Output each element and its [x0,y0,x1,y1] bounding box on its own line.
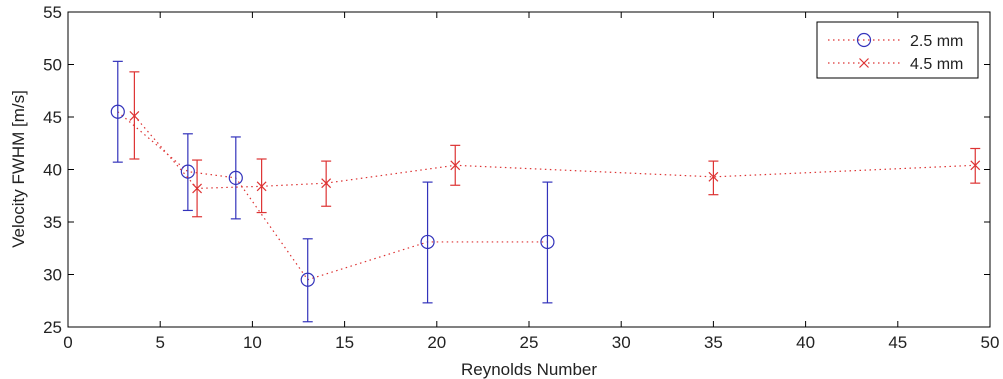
y-tick-label: 40 [43,161,62,180]
data-point-circle [420,234,435,250]
data-point-circle [228,170,243,185]
y-tick-label: 45 [43,108,62,127]
legend-marker-circle [856,32,872,48]
legend-label-1: 2.5 mm [910,33,963,50]
series-layer [110,60,981,323]
y-tick-label: 30 [43,266,62,285]
data-point-x [321,178,332,189]
y-tick-label: 55 [43,3,62,22]
x-tick-label: 50 [981,333,1000,352]
x-tick-label: 40 [796,333,815,352]
data-point-x [256,181,267,192]
x-tick-label: 45 [888,333,907,352]
y-tick-label: 25 [43,318,62,337]
data-point-circle [180,164,195,179]
x-tick-label: 35 [704,333,723,352]
legend: 2.5 mm 4.5 mm [816,21,979,79]
series-2 [129,71,981,218]
x-tick-label: 25 [520,333,539,352]
data-point-circle [110,104,125,119]
x-tick-label: 20 [427,333,446,352]
x-tick-label: 15 [335,333,354,352]
data-point-x [450,160,461,171]
data-point-circle [540,234,555,250]
x-tick-label: 30 [612,333,631,352]
legend-box [816,21,979,79]
legend-marker-x [859,58,869,68]
y-tick-label: 35 [43,213,62,232]
data-point-x [970,160,981,171]
series-1 [110,60,555,323]
y-tick-label: 50 [43,56,62,75]
x-tick-label: 10 [243,333,262,352]
data-point-x [708,171,719,182]
x-axis-label: Reynolds Number [461,360,597,379]
data-point-x [129,111,140,121]
y-axis-label: Velocity FWHM [m/s] [9,90,28,248]
legend-item-1: 2.5 mm [828,32,963,50]
axis-ticks: 0 5 10 15 20 25 30 35 40 45 50 25 30 35 40 45 50 55 [43,3,999,352]
x-tick-label: 5 [155,333,164,352]
x-tick-label: 0 [63,333,72,352]
legend-label-2: 4.5 mm [910,56,963,73]
legend-item-2: 4.5 mm [828,56,963,73]
data-point-x [192,183,203,194]
series-line [117,111,548,281]
data-point-circle [300,272,315,287]
